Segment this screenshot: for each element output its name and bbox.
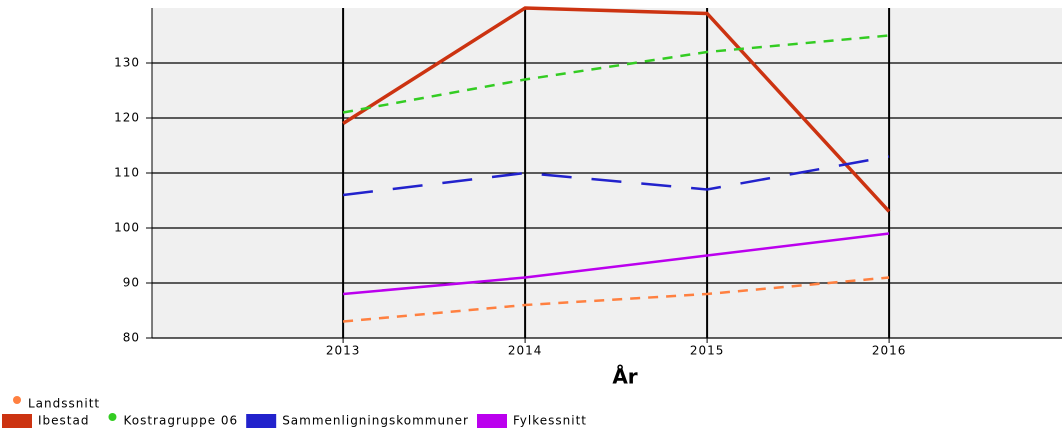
series-line (342, 155, 890, 197)
x-tick-label: 2014 (508, 344, 543, 358)
legend-marker (2, 414, 32, 428)
legend-label: Ibestad (38, 414, 89, 428)
legend-marker (108, 413, 117, 421)
legend-label: Fylkessnitt (513, 414, 587, 428)
y-tick-label: 90 (123, 276, 140, 290)
x-tick-label: 2015 (690, 344, 725, 358)
y-tick-label: 110 (114, 166, 140, 180)
series-line (342, 276, 890, 323)
y-tick-label: 120 (114, 111, 140, 125)
y-tick-label: 100 (114, 221, 140, 235)
legend-label: Kostragruppe 06 (123, 414, 238, 428)
legend-marker (246, 414, 277, 428)
x-tick-label: 2016 (872, 344, 907, 358)
y-tick-label: 130 (114, 56, 140, 70)
series-line (342, 34, 890, 114)
legend-label: Sammenligningskommuner (282, 414, 469, 428)
series-line (342, 6, 891, 213)
y-tick-label: 80 (123, 331, 140, 345)
series-line (342, 232, 890, 296)
x-tick-label: 2013 (326, 344, 361, 358)
legend-marker (477, 414, 507, 428)
legend-label: Landssnitt (28, 397, 100, 411)
legend-marker (13, 396, 21, 404)
x-axis-title: År (612, 365, 637, 389)
